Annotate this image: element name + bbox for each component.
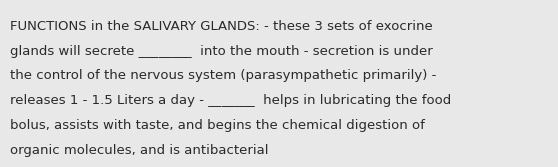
Text: the control of the nervous system (parasympathetic primarily) -: the control of the nervous system (paras… <box>10 69 436 82</box>
Text: glands will secrete ________  into the mouth - secretion is under: glands will secrete ________ into the mo… <box>10 45 433 58</box>
Text: FUNCTIONS in the SALIVARY GLANDS: - these 3 sets of exocrine: FUNCTIONS in the SALIVARY GLANDS: - thes… <box>10 20 433 33</box>
Text: bolus, assists with taste, and begins the chemical digestion of: bolus, assists with taste, and begins th… <box>10 119 425 132</box>
Text: organic molecules, and is antibacterial: organic molecules, and is antibacterial <box>10 144 268 157</box>
Text: releases 1 - 1.5 Liters a day - _______  helps in lubricating the food: releases 1 - 1.5 Liters a day - _______ … <box>10 94 451 107</box>
